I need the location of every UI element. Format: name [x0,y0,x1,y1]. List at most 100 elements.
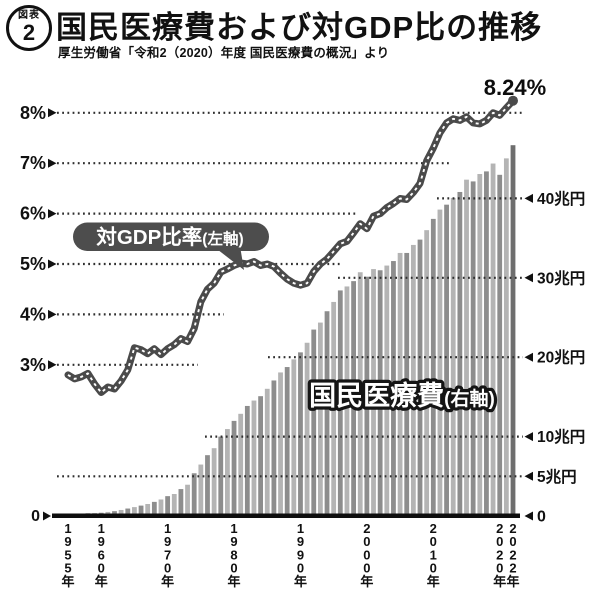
gdp-ratio-callout: 対GDP比率(左軸) [73,222,269,270]
left-axis-tick-label: 8% [20,103,46,123]
line-end-dot [508,95,518,106]
left-axis-tick-label: 3% [20,355,46,375]
bars-national-medical-expenses [65,145,516,517]
bar [397,252,403,516]
callout-bubble [73,222,269,251]
left-axis-tick-label: 6% [20,204,46,224]
left-arrow-icon [524,193,533,203]
bar [218,436,224,516]
bar [238,413,244,516]
bar [510,145,516,516]
left-arrow-icon [524,471,533,481]
bar [417,239,423,517]
bar [464,179,469,516]
bar [138,505,144,516]
bar [384,265,390,516]
bar [271,380,277,516]
bar [364,276,370,516]
bar [244,405,250,516]
gdp-ratio-line [64,95,518,396]
bar [391,261,396,516]
bar [371,269,376,516]
x-axis-labels: 1 9 5 5 年 1 9 6 0 年 1 9 7 0 年 1 9 8 0 年 1 9 9 0 年 2 0 0 0 年 2 0 1 0 年 2 0 2 0 年… [61,521,519,589]
bar [145,504,151,516]
figure-number-badge: 図表 2 [6,5,52,51]
bar [331,301,337,516]
callout-tail [213,246,244,270]
bar [278,372,283,516]
right-arrow-icon [48,360,57,370]
left-axis-tick-label: 5% [20,254,46,274]
bar [158,499,164,516]
right-axis-labels: 40兆円 30兆円 20兆円 10兆円 5兆円 0 [524,190,585,526]
bar [424,230,430,516]
bar [470,181,476,516]
bar [258,396,264,516]
bar [125,508,131,516]
right-arrow-icon [48,309,57,319]
bar [118,509,124,516]
right-gridlines [57,197,523,478]
figure-badge-label: 図表 [18,10,40,22]
bar [304,342,310,516]
bar [198,464,204,516]
bar-series-label: 国民医療費(右軸) [309,381,495,411]
left-axis-labels: 8% 7% 6% 5% 4% 3% 0 [20,103,57,525]
bar [497,174,503,516]
bar [357,272,363,516]
x-axis-baseline [52,513,520,518]
bar [490,163,496,517]
bar [503,158,509,516]
left-axis-tick-label: 7% [20,153,46,173]
bar [450,197,456,517]
bar [404,252,410,516]
bar [344,286,350,516]
bar [251,400,257,516]
right-arrow-icon [48,209,57,219]
bar [225,429,230,516]
bar [311,329,317,516]
bar [477,174,483,516]
bar [264,388,270,516]
right-axis-zero-label: 0 [537,509,546,526]
bar [298,352,303,516]
bar [377,270,383,516]
right-arrow-icon [48,108,57,118]
bar [284,367,290,516]
bar [191,473,197,516]
left-gridlines [57,111,523,366]
left-axis-zero-label: 0 [31,508,40,525]
bar [205,455,210,516]
bar [132,507,137,516]
gdp-ratio-line-dash [67,100,514,394]
right-arrow-icon [43,511,51,521]
bar [337,290,343,516]
bar [324,311,330,516]
bar [317,322,323,516]
bar [430,218,436,516]
end-value-label: 8.24% [484,75,546,100]
left-axis-tick-label: 4% [20,304,46,324]
right-arrow-icon [48,259,57,269]
bar [151,501,157,516]
bar [484,171,489,516]
bar [457,191,463,516]
right-axis-tick-label: 5兆円 [537,468,577,486]
bar [437,209,443,516]
right-axis-tick-label: 20兆円 [537,349,585,367]
bar [178,489,184,516]
page-title: 国民医療費および対GDP比の推移 [56,10,543,45]
source-note: 厚生労働省「令和2（2020）年度 国民医療費の概況」より [58,46,390,60]
bar [410,244,416,516]
bar [444,204,449,517]
